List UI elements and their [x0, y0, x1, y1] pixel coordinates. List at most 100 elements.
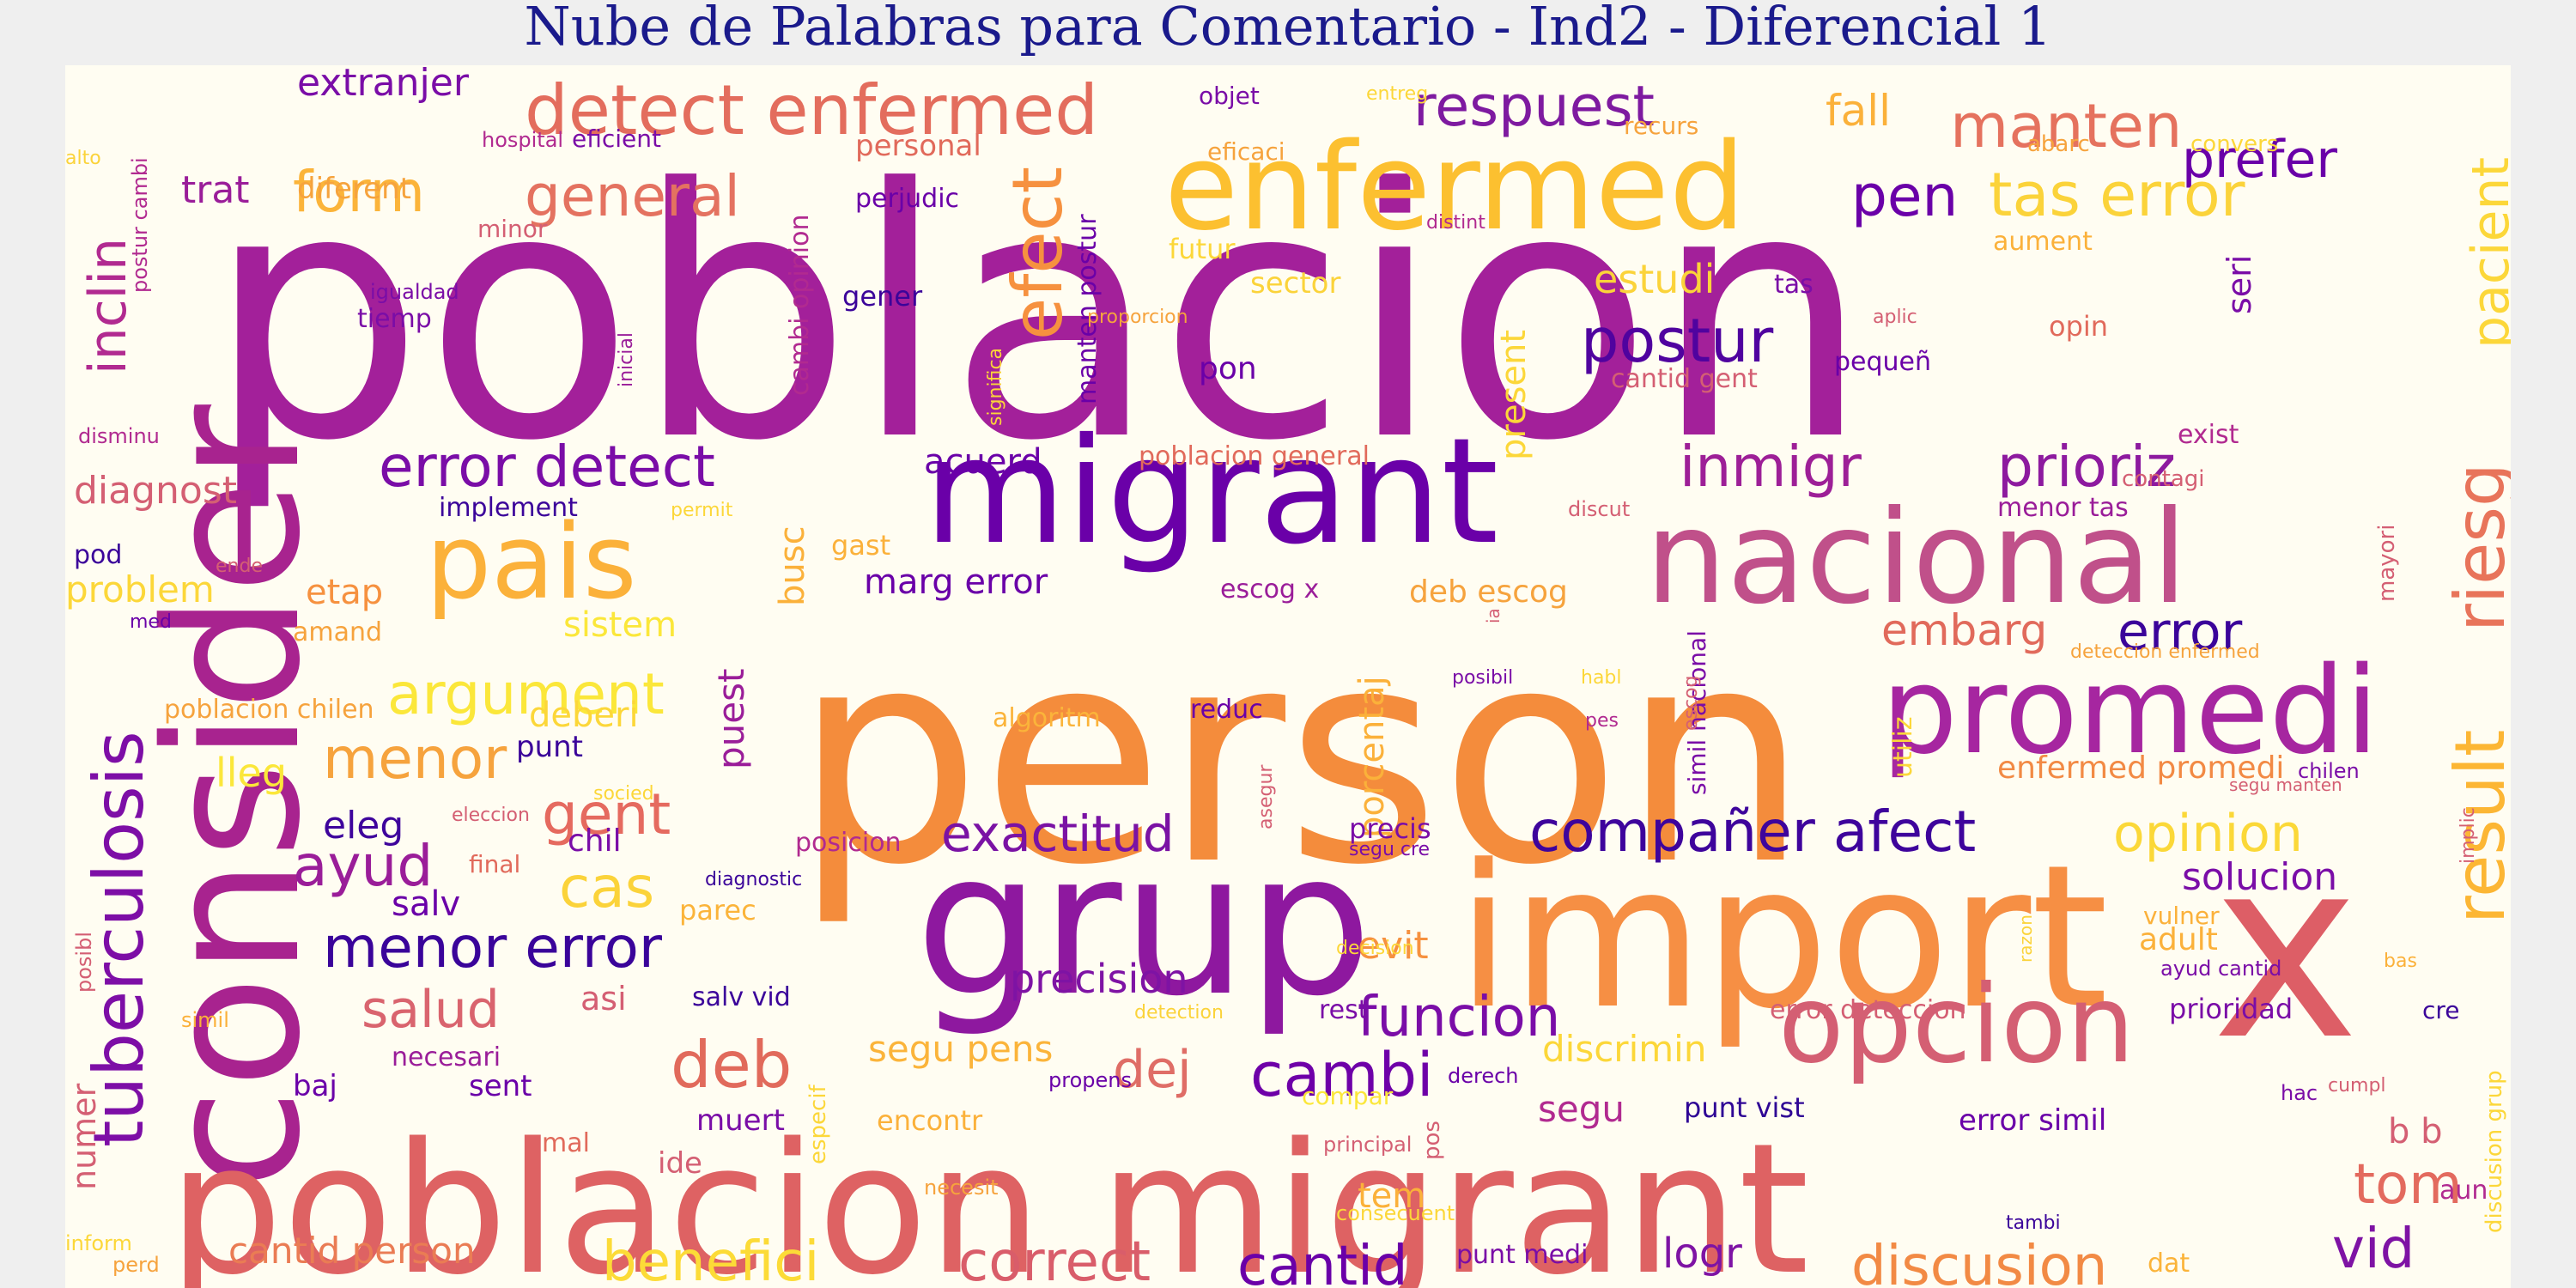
word-busc: busc	[773, 526, 812, 606]
word-abarc: abarc	[2027, 131, 2090, 157]
word-postur: postur	[1581, 306, 1774, 376]
word-permit: permit	[671, 500, 733, 521]
word-igualdad: igualdad	[370, 280, 459, 304]
word-asegur: asegur	[1255, 764, 1277, 829]
word-distint: distint	[1426, 212, 1485, 234]
word-efect: efect	[998, 167, 1078, 340]
word-opcion: opcion	[1778, 963, 2135, 1087]
word-opin: opin	[2049, 310, 2108, 343]
word-posibil: posibil	[1452, 667, 1513, 689]
word-cambi-opinion: cambi opinion	[785, 215, 815, 396]
word-eficient: eficient	[572, 125, 661, 153]
word-detect-enfermed: detect enfermed	[525, 70, 1098, 150]
word-discrimin: discrimin	[1542, 1028, 1706, 1070]
word-aplic: aplic	[1873, 307, 1917, 328]
word-ayud-cantid: ayud cantid	[2160, 957, 2281, 981]
word-argument: argument	[387, 661, 665, 727]
word-benefici: benefici	[602, 1230, 819, 1288]
word-ayud: ayud	[293, 833, 433, 899]
word-result: result	[2440, 730, 2511, 924]
word-cas: cas	[559, 854, 654, 920]
word-porcentaj: porcentaj	[1352, 676, 1392, 838]
word-precision: precision	[1010, 956, 1188, 1002]
word-escog: escog	[1680, 675, 1702, 731]
word-enfermed-promedi: enfermed promedi	[1997, 750, 2284, 786]
word-necesari: necesari	[392, 1042, 501, 1072]
word-simil-nacional: simil nacional	[1683, 630, 1711, 795]
word-decision: decision	[1336, 938, 1414, 959]
word-inicial: inicial	[616, 332, 637, 387]
word-promedi: promedi	[1881, 641, 2379, 781]
word-enfermed: enfermed	[1164, 118, 1746, 258]
word-rest: rest	[1319, 995, 1369, 1025]
word-perd: perd	[112, 1253, 160, 1277]
word-final: final	[469, 850, 520, 878]
word-lleg: lleg	[216, 750, 287, 796]
word-implic: implic	[2458, 807, 2479, 864]
word-exist: exist	[2178, 420, 2239, 450]
word-tuberculosis: tuberculosis	[79, 731, 159, 1147]
word-nacional: nacional	[1645, 483, 2188, 633]
word-tas-error: tas error	[1989, 160, 2245, 230]
word-poblacion-migrant: poblacion migrant	[168, 1104, 1809, 1288]
word-algoritm: algoritm	[993, 703, 1101, 733]
word-person: person	[793, 586, 1809, 930]
word-seri: seri	[2221, 255, 2258, 314]
word-salv-vid: salv vid	[692, 982, 791, 1012]
word-error-deteccion: error deteccion	[1770, 995, 1966, 1025]
word-pos: pos	[1419, 1121, 1445, 1160]
word-diagnost: diagnost	[74, 469, 237, 513]
word-poblacion: poblacion	[206, 117, 1870, 516]
word-posibl: posibl	[72, 932, 96, 993]
word-problem: problem	[65, 568, 215, 611]
word-eficaci: eficaci	[1207, 137, 1285, 166]
word-vid: vid	[2332, 1218, 2415, 1281]
word-diagnostic: diagnostic	[705, 869, 802, 890]
word-pequeñ: pequeñ	[1834, 347, 1931, 377]
word-socied: socied	[593, 783, 654, 805]
word-cantid: cantid	[1237, 1235, 1407, 1288]
word-tem: tem	[1358, 1176, 1425, 1216]
word-alto: alto	[65, 148, 101, 169]
word-grup: grup	[915, 811, 1372, 1040]
word-minor: minor	[477, 215, 548, 243]
word-fall: fall	[1826, 86, 1891, 136]
word-chil: chil	[568, 823, 622, 859]
word-necesit: necesit	[924, 1176, 999, 1200]
word-habl: habl	[1581, 667, 1622, 689]
word-menor-tas: menor tas	[1997, 493, 2129, 523]
word-muert: muert	[696, 1103, 785, 1138]
word-mal: mal	[542, 1128, 590, 1158]
word-prioriz: prioriz	[1997, 434, 2176, 500]
word-poblacion-chilen: poblacion chilen	[164, 695, 374, 725]
word-eleccion: eleccion	[452, 805, 530, 826]
word-inclin: inclin	[78, 238, 138, 374]
word-parec: parec	[679, 894, 756, 927]
word-vulner: vulner	[2143, 902, 2220, 930]
word-derech: derech	[1448, 1064, 1519, 1088]
word-gener: gener	[842, 280, 923, 313]
word-acuerd: acuerd	[924, 442, 1042, 482]
word-error: error	[2117, 602, 2243, 662]
word-amand: amand	[293, 617, 382, 647]
word-entreg: entreg	[1366, 83, 1428, 105]
word-tambi: tambi	[2006, 1212, 2061, 1234]
word-import: import	[1456, 823, 2108, 1053]
word-x: x	[2212, 805, 2360, 1095]
word-pes: pes	[1585, 710, 1619, 732]
word-correct: correct	[958, 1230, 1151, 1288]
word-cambi: cambi	[1250, 1040, 1433, 1110]
word-numer: numer	[65, 1083, 103, 1190]
word-marg-error: marg error	[864, 562, 1048, 602]
word-tiemp: tiemp	[357, 304, 432, 334]
word-extranjer: extranjer	[297, 65, 470, 105]
word-reduc: reduc	[1190, 695, 1263, 725]
word-utiliz: utiliz	[1888, 716, 1918, 778]
word-general: general	[525, 163, 740, 229]
word-discusion-grup: discusion grup	[2482, 1070, 2507, 1233]
word-posicion: posicion	[795, 828, 902, 858]
word-form: form	[293, 159, 425, 225]
word-migrant: migrant	[924, 407, 1498, 577]
word-opinion: opinion	[2113, 804, 2303, 864]
word-propens: propens	[1048, 1068, 1132, 1092]
